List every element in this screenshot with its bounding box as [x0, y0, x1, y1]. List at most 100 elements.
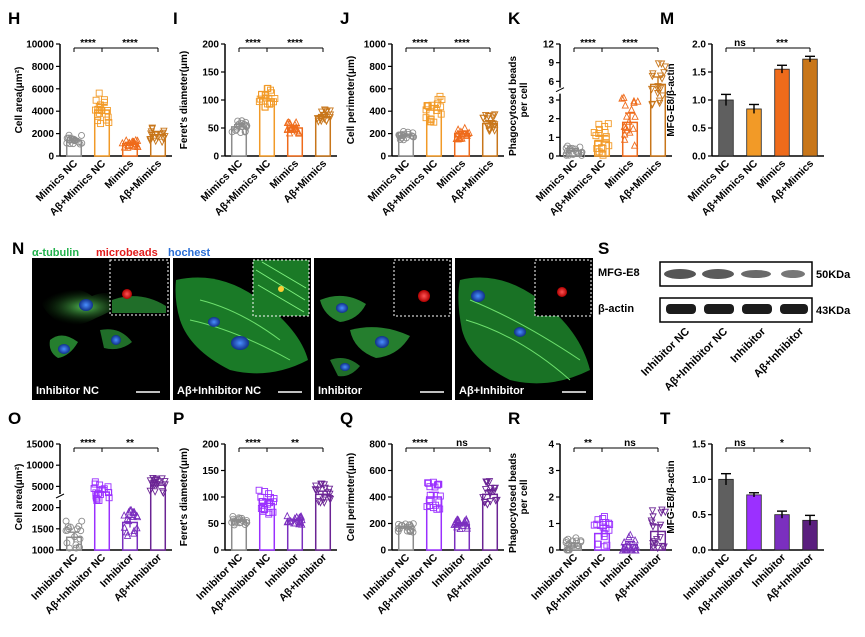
data-points	[590, 513, 614, 551]
y-tick-label: 150	[202, 466, 219, 477]
sig-label: ****	[412, 438, 428, 449]
sig-label: *	[780, 438, 784, 449]
sig-label: **	[291, 438, 299, 449]
y-tick-label: 0	[380, 546, 386, 557]
bar	[718, 478, 734, 551]
data-points	[394, 520, 417, 536]
sig-label: ****	[412, 38, 428, 49]
y-axis-label: Cell area(μm²)	[14, 464, 25, 531]
y-tick-label: 1.0	[692, 475, 706, 486]
micrograph-abeta-inhibitor: Aβ+Inhibitor	[455, 258, 593, 400]
data-points	[647, 506, 670, 553]
y-tick-label: 400	[369, 493, 386, 504]
data-points	[255, 84, 279, 111]
sig-label: ns	[456, 438, 468, 449]
y-tick-label: 0	[48, 152, 54, 163]
y-axis-label: Cell perimeter(μm)	[346, 56, 357, 144]
chart-panel-O: O Cell area(μm²) 1000 1500 2000 5000 10000 1500…	[8, 409, 172, 617]
sig-label: ****	[122, 38, 138, 49]
y-tick-label: 3	[548, 96, 554, 107]
sig-label: ns	[734, 438, 746, 449]
micrograph-label: Aβ+Inhibitor NC	[177, 385, 261, 397]
micrograph-inhibitor: Inhibitor	[314, 258, 452, 400]
stain-label-tubulin: α-tubulin	[32, 247, 79, 259]
panel-letter-T: T	[660, 409, 671, 428]
y-tick-label: 800	[369, 440, 386, 451]
y-tick-label: 1	[548, 133, 554, 144]
sig-label: ****	[245, 38, 261, 49]
bar	[802, 58, 818, 157]
y-tick-label: 0	[548, 152, 554, 163]
y-axis-label: Cell area(μm²)	[14, 67, 25, 134]
y-tick-label: 10000	[26, 461, 54, 472]
panel-letter-O: O	[8, 409, 21, 428]
y-tick-label: 200	[202, 440, 219, 451]
band-size-mfge8: 50KDa	[816, 269, 851, 281]
sig-label: ns	[624, 438, 636, 449]
panel-letter-Q: Q	[340, 409, 353, 428]
y-tick-label: 5000	[32, 482, 55, 493]
data-points	[422, 92, 446, 126]
y-tick-label: 0	[380, 152, 386, 163]
micrograph-inhibitor-nc: Inhibitor NC	[32, 258, 170, 400]
band-name-bactin: β-actin	[598, 303, 634, 315]
bar	[774, 514, 790, 551]
y-tick-label: 1	[548, 519, 554, 530]
data-points	[423, 478, 444, 513]
sig-label: ****	[80, 438, 96, 449]
y-tick-label: 1.5	[692, 68, 706, 79]
data-points	[283, 117, 303, 137]
bar	[746, 108, 762, 157]
panel-letter-J: J	[340, 9, 349, 28]
y-tick-label: 0	[213, 152, 219, 163]
sig-label: ****	[80, 38, 96, 49]
y-tick-label: 600	[369, 466, 386, 477]
y-tick-label: 0.5	[692, 124, 706, 135]
stain-label-microbeads: microbeads	[96, 247, 158, 259]
panel-letter-N: N	[12, 239, 24, 258]
y-axis-label: MFG-E8/β-actin	[666, 460, 677, 533]
y-tick-label: 50	[208, 124, 220, 135]
data-points	[479, 111, 499, 136]
sig-label: ****	[287, 38, 303, 49]
y-tick-label: 0	[213, 546, 219, 557]
y-tick-label: 200	[369, 519, 386, 530]
axis-break-mark	[55, 493, 65, 499]
sig-label: ns	[734, 38, 746, 49]
sig-label: ****	[580, 38, 596, 49]
y-tick-label: 9	[548, 58, 554, 69]
micrograph-label: Inhibitor NC	[36, 385, 99, 397]
micrograph-label: Inhibitor	[318, 385, 363, 397]
y-tick-label: 10000	[26, 40, 54, 51]
panel-letter-I: I	[173, 9, 178, 28]
y-tick-label: 200	[369, 129, 386, 140]
data-points	[91, 89, 113, 128]
lane-label: Inhibitor	[729, 325, 769, 365]
panel-letter-R: R	[508, 409, 520, 428]
sig-label: **	[584, 438, 592, 449]
y-tick-label: 1000	[364, 40, 387, 51]
y-tick-label: 600	[369, 84, 386, 95]
y-tick-label: 4000	[32, 107, 55, 118]
y-tick-label: 1000	[32, 546, 55, 557]
bar	[746, 494, 762, 551]
y-tick-label: 0.0	[692, 546, 706, 557]
data-points	[562, 534, 585, 554]
y-tick-label: 1.5	[692, 440, 706, 451]
data-points	[118, 135, 142, 151]
y-tick-label: 100	[202, 493, 219, 504]
stain-label-hochest: hochest	[168, 247, 211, 259]
axis-break	[557, 87, 563, 94]
y-tick-label: 1.0	[692, 96, 706, 107]
y-tick-label: 2000	[32, 503, 55, 514]
axis-break	[57, 494, 63, 500]
y-tick-label: 2	[548, 493, 554, 504]
